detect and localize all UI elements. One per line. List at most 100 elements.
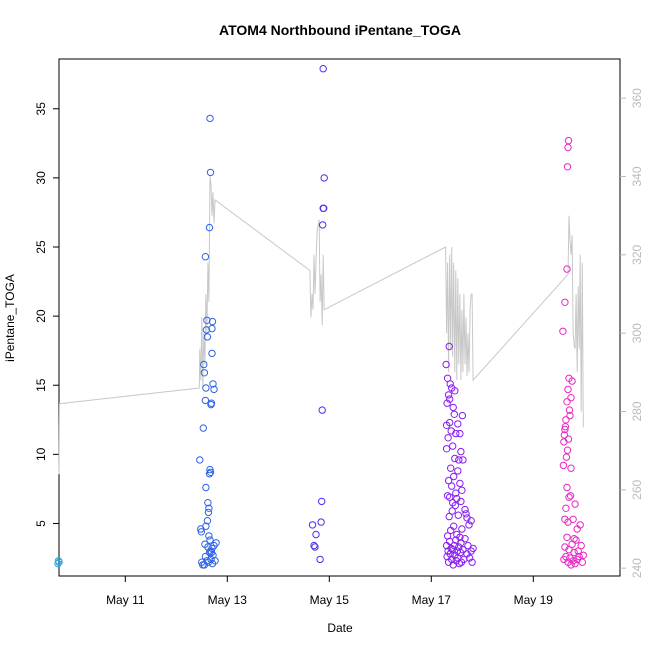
- data-point: [561, 425, 569, 434]
- data-point: [208, 317, 217, 326]
- data-point: [458, 411, 467, 420]
- data-point: [577, 541, 585, 550]
- data-point: [458, 486, 466, 494]
- data-point: [462, 510, 470, 518]
- data-point: [451, 387, 459, 395]
- data-point: [311, 543, 319, 551]
- data-point: [443, 399, 451, 407]
- data-point: [457, 447, 465, 456]
- y2-tick-label: 260: [630, 480, 644, 500]
- data-point: [319, 65, 327, 73]
- x-axis-label: Date: [327, 621, 353, 635]
- data-point: [567, 561, 575, 569]
- data-point: [452, 489, 460, 497]
- y2-tick-label: 320: [630, 245, 644, 265]
- data-point: [203, 316, 211, 324]
- data-point: [445, 342, 453, 351]
- data-point: [446, 550, 454, 558]
- data-point: [443, 374, 452, 382]
- data-point: [468, 558, 476, 566]
- data-point: [208, 349, 216, 358]
- data-point: [207, 555, 215, 564]
- data-point: [560, 431, 569, 439]
- data-point: [316, 555, 324, 564]
- plot-frame: [58, 58, 621, 577]
- data-point: [465, 521, 473, 529]
- data-point: [444, 434, 452, 442]
- data-point: [317, 518, 325, 526]
- data-point: [208, 324, 216, 333]
- data-point: [201, 396, 210, 405]
- data-point: [197, 525, 205, 533]
- data-point: [562, 504, 570, 512]
- data-point: [199, 424, 208, 432]
- data-point: [443, 492, 452, 500]
- data-point: [454, 467, 462, 475]
- data-point: [205, 470, 214, 478]
- data-point: [456, 479, 464, 488]
- data-point: [449, 499, 457, 507]
- data-point: [567, 394, 575, 402]
- data-point: [197, 528, 206, 536]
- data-point: [451, 454, 459, 463]
- data-point: [204, 499, 212, 507]
- x-tick-label: May 11: [106, 593, 145, 607]
- secondary-series-line: [58, 176, 584, 475]
- data-point: [205, 223, 214, 232]
- data-point: [452, 429, 460, 438]
- x-tick-label: May 13: [208, 593, 248, 607]
- data-point: [565, 493, 573, 501]
- data-point: [207, 399, 216, 407]
- data-point: [448, 482, 456, 490]
- y-tick-label: 20: [34, 309, 48, 323]
- data-point: [564, 143, 572, 152]
- data-point: [454, 511, 462, 519]
- y-tick-label: 5: [34, 520, 48, 527]
- data-point: [456, 429, 464, 438]
- data-point: [446, 493, 454, 501]
- data-point: [206, 536, 214, 544]
- data-point: [564, 435, 573, 443]
- data-point: [450, 472, 458, 481]
- y2-tick-label: 360: [630, 88, 644, 108]
- data-point: [456, 533, 464, 541]
- data-point: [308, 521, 317, 529]
- data-point: [318, 406, 326, 414]
- data-point: [575, 552, 583, 561]
- data-point: [442, 421, 451, 429]
- data-point: [312, 530, 320, 539]
- x-tick-label: May 15: [310, 593, 350, 607]
- data-point: [450, 410, 458, 418]
- data-point: [319, 221, 327, 229]
- data-point: [465, 554, 474, 562]
- data-point: [563, 398, 571, 406]
- y-tick-label: 35: [34, 102, 48, 116]
- data-point: [320, 174, 328, 182]
- data-point: [442, 360, 450, 369]
- data-point: [447, 464, 455, 472]
- y-tick-label: 10: [34, 447, 48, 461]
- data-point: [561, 298, 569, 306]
- data-point: [200, 561, 209, 569]
- data-point: [461, 505, 469, 514]
- data-point: [565, 406, 574, 414]
- points-layer: [54, 65, 587, 569]
- data-point: [564, 136, 573, 145]
- data-point: [206, 168, 215, 177]
- data-point: [450, 541, 458, 550]
- y-axis-label: iPentane_TOGA: [3, 274, 17, 362]
- x-tick-label: May 19: [514, 593, 554, 607]
- data-point: [563, 446, 572, 454]
- y-tick-label: 15: [34, 378, 48, 392]
- data-point: [563, 533, 571, 541]
- y2-tick-label: 340: [630, 166, 644, 186]
- data-point: [54, 559, 62, 568]
- data-point: [207, 548, 216, 557]
- y2-tick-label: 300: [630, 323, 644, 343]
- y-tick-label: 30: [34, 171, 48, 185]
- data-point: [578, 558, 586, 566]
- data-point: [579, 551, 587, 559]
- data-point: [310, 541, 318, 550]
- data-point: [571, 500, 579, 508]
